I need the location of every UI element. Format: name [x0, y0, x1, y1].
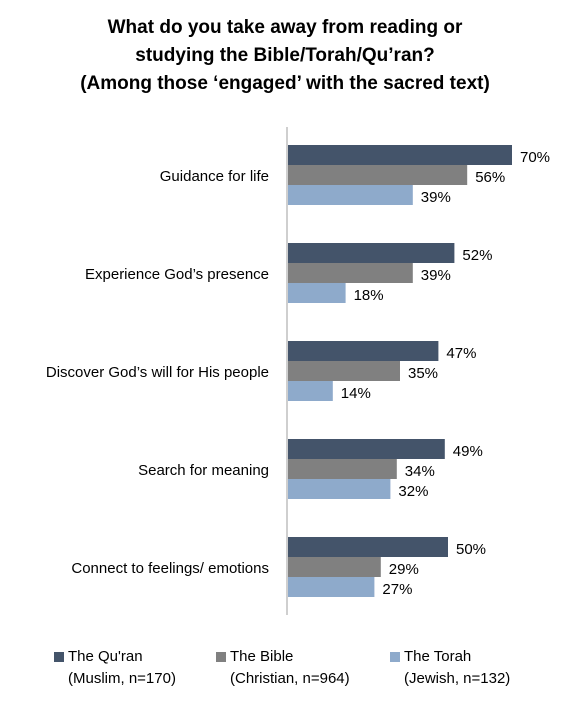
- bar-quran: [288, 439, 445, 459]
- legend-swatch-quran: [54, 652, 64, 662]
- data-label-torah: 27%: [382, 581, 412, 598]
- chart-title: What do you take away from reading or st…: [0, 14, 570, 98]
- bar-torah: [288, 577, 375, 597]
- title-line-2: studying the Bible/Torah/Qu’ran?: [135, 45, 435, 66]
- bar-quran: [288, 145, 512, 165]
- category-label: Connect to feelings/ emotions: [71, 560, 269, 577]
- title-line-1: What do you take away from reading or: [107, 17, 463, 38]
- bar-torah: [288, 381, 333, 401]
- bar-bible: [288, 263, 413, 283]
- bar-bible: [288, 165, 468, 185]
- legend-sublabel-bible: (Christian, n=964): [230, 670, 350, 687]
- category-label: Guidance for life: [160, 168, 269, 185]
- data-label-quran: 50%: [456, 541, 486, 558]
- data-label-quran: 49%: [453, 443, 483, 460]
- data-label-torah: 39%: [421, 189, 451, 206]
- bar-quran: [288, 341, 439, 361]
- legend: The Qu'ran (Muslim, n=170) The Bible (Ch…: [0, 646, 570, 706]
- bar-bible: [288, 459, 397, 479]
- data-label-quran: 70%: [520, 149, 550, 166]
- legend-swatch-torah: [390, 652, 400, 662]
- title-line-3: (Among those ‘engaged’ with the sacred t…: [80, 73, 490, 94]
- category-label: Experience God’s presence: [85, 266, 269, 283]
- data-label-torah: 32%: [398, 483, 428, 500]
- legend-label-quran: The Qu'ran: [68, 648, 143, 665]
- data-label-bible: 35%: [408, 365, 438, 382]
- category-label: Discover God’s will for His people: [46, 364, 269, 381]
- bar-torah: [288, 283, 346, 303]
- legend-swatch-bible: [216, 652, 226, 662]
- data-label-torah: 14%: [341, 385, 371, 402]
- bar-quran: [288, 537, 448, 557]
- data-label-bible: 39%: [421, 267, 451, 284]
- data-label-quran: 52%: [462, 247, 492, 264]
- legend-label-bible: The Bible: [230, 648, 294, 665]
- legend-label-torah: The Torah: [404, 648, 472, 665]
- data-label-bible: 34%: [405, 463, 435, 480]
- bar-bible: [288, 557, 381, 577]
- data-label-torah: 18%: [354, 287, 384, 304]
- category-label: Search for meaning: [138, 462, 269, 479]
- bar-quran: [288, 243, 455, 263]
- data-label-bible: 29%: [389, 561, 419, 578]
- bar-bible: [288, 361, 400, 381]
- bar-torah: [288, 185, 413, 205]
- legend-sublabel-torah: (Jewish, n=132): [404, 670, 511, 687]
- legend-sublabel-quran: (Muslim, n=170): [68, 670, 176, 687]
- bar-torah: [288, 479, 391, 499]
- bar-chart: Guidance for life 70% 56% 39% Experience God…: [46, 127, 550, 615]
- data-label-bible: 56%: [475, 169, 505, 186]
- data-label-quran: 47%: [446, 345, 476, 362]
